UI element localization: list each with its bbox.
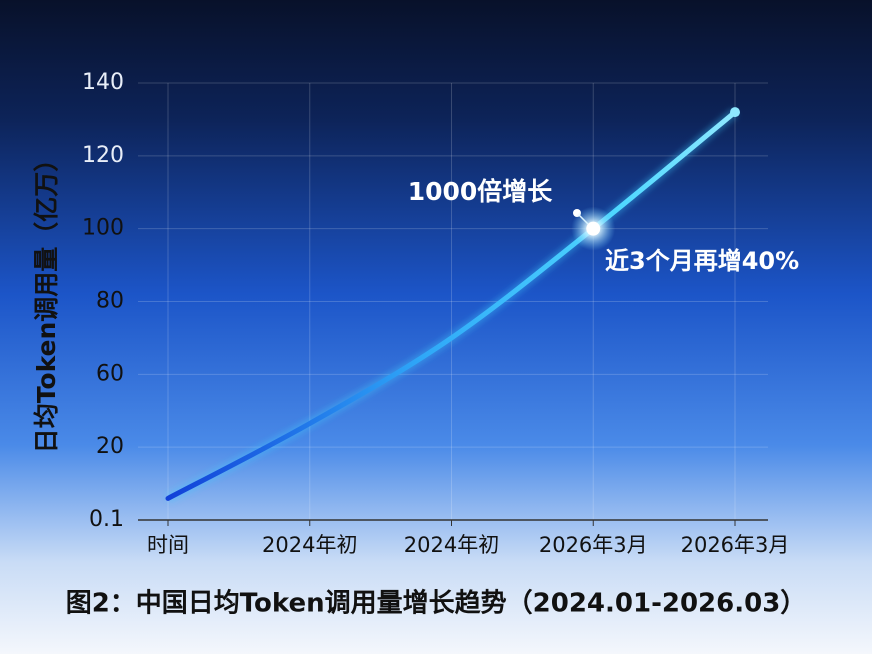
y-axis-label: 日均Token调用量（亿万） [32,147,61,454]
x-tick-label: 2026年3月 [539,533,648,557]
x-tick-label: 2026年3月 [681,533,790,557]
y-tick-label: 100 [82,216,124,241]
y-tick-label: 140 [82,70,124,95]
y-tick-label: 120 [82,143,124,168]
y-tick-label: 0.1 [89,507,124,532]
highlight-point [586,221,601,236]
line [165,109,738,501]
x-tick-label: 时间 [147,533,189,557]
y-tick-label: 20 [96,434,124,459]
y-tick-label: 60 [96,361,124,386]
x-tick-label: 2024年初 [262,533,357,557]
y-tick-label: 80 [96,289,124,314]
chart-title: 图2：中国日均Token调用量增长趋势（2024.01-2026.03） [66,588,807,619]
annotation: 近3个月再增40% [605,247,799,275]
annotation: 1000倍增长 [408,177,554,206]
x-tick-label: 2024年初 [404,533,499,557]
end-point [730,107,740,118]
